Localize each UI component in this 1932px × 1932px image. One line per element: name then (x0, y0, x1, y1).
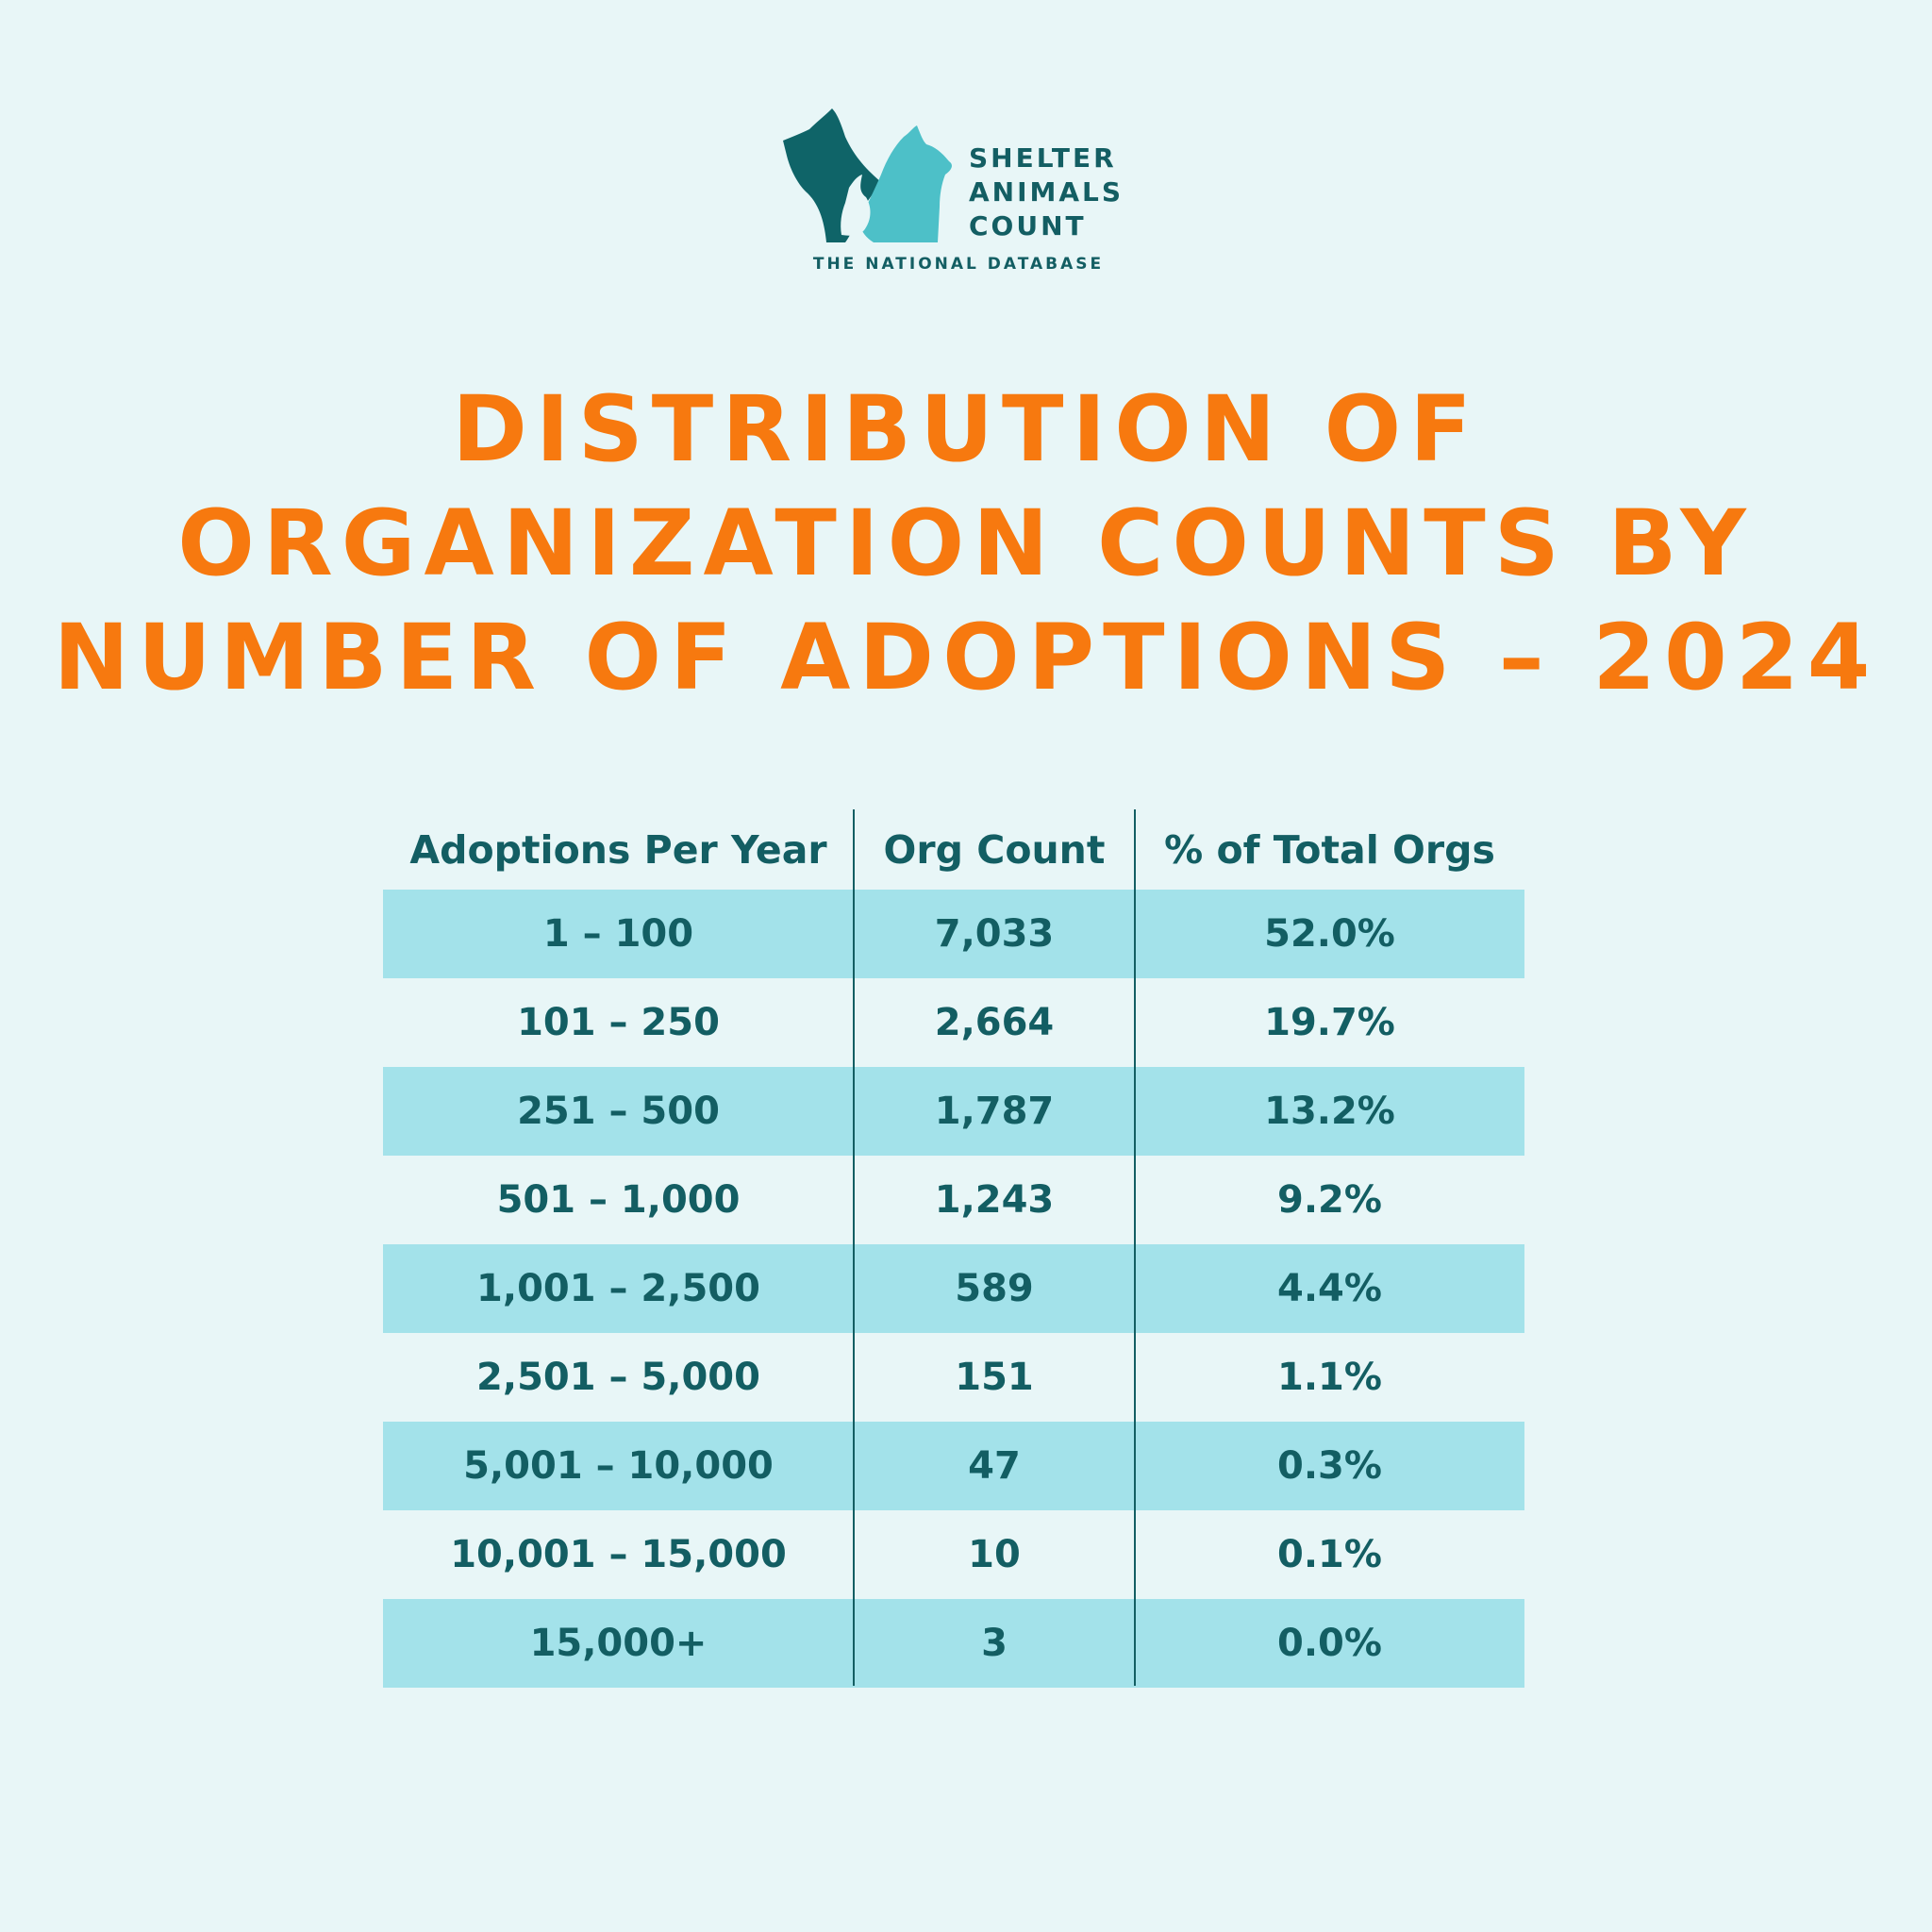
percent-cell: 52.0% (1264, 912, 1395, 956)
title-line-3: NUMBER OF ADOPTIONS – 2024 (53, 605, 1879, 710)
logo-wordmark: SHELTER ANIMALS COUNT (969, 142, 1124, 243)
column-divider (853, 809, 855, 1686)
range-cell: 1,001 – 2,500 (476, 1267, 760, 1310)
count-cell: 10 (968, 1533, 1021, 1576)
count-cell: 1,787 (934, 1090, 1055, 1133)
count-cell: 1,243 (934, 1178, 1055, 1222)
header-org-count: Org Count (883, 826, 1106, 873)
table-row: 501 – 1,000 1,243 9.2% (383, 1156, 1524, 1244)
range-cell: 2,501 – 5,000 (476, 1356, 760, 1399)
percent-cell: 9.2% (1277, 1178, 1382, 1222)
count-cell: 2,664 (934, 1001, 1055, 1044)
percent-cell: 0.3% (1277, 1444, 1382, 1488)
logo-animals-icon (783, 108, 952, 242)
table-row: 251 – 500 1,787 13.2% (383, 1067, 1524, 1156)
table-row: 10,001 – 15,000 10 0.1% (383, 1510, 1524, 1599)
range-cell: 101 – 250 (517, 1001, 720, 1044)
table-row: 5,001 – 10,000 47 0.3% (383, 1422, 1524, 1510)
table-row: 1 – 100 7,033 52.0% (383, 890, 1524, 978)
range-cell: 1 – 100 (542, 912, 694, 956)
range-cell: 251 – 500 (517, 1090, 720, 1133)
table-row: 1,001 – 2,500 589 4.4% (383, 1244, 1524, 1333)
table-header-row: Adoptions Per Year Org Count % of Total … (383, 809, 1524, 890)
logo-line-animals: ANIMALS (969, 176, 1124, 208)
count-cell: 3 (981, 1622, 1008, 1665)
page-title: DISTRIBUTION OF ORGANIZATION COUNTS BY N… (0, 373, 1932, 715)
table-row: 101 – 250 2,664 19.7% (383, 978, 1524, 1067)
logo-subtitle: THE NATIONAL DATABASE (812, 255, 1105, 274)
range-cell: 501 – 1,000 (496, 1178, 741, 1222)
range-cell: 5,001 – 10,000 (463, 1444, 774, 1488)
percent-cell: 0.0% (1277, 1622, 1382, 1665)
range-cell: 10,001 – 15,000 (450, 1533, 787, 1576)
table-row: 2,501 – 5,000 151 1.1% (383, 1333, 1524, 1422)
count-cell: 589 (955, 1267, 1034, 1310)
count-cell: 7,033 (934, 912, 1055, 956)
title-line-2: ORGANIZATION COUNTS BY (177, 491, 1755, 596)
logo-line-shelter: SHELTER (969, 142, 1117, 174)
logo-line-count: COUNT (969, 210, 1087, 242)
title-line-1: DISTRIBUTION OF (452, 376, 1480, 482)
percent-cell: 4.4% (1277, 1267, 1382, 1310)
range-cell: 15,000+ (529, 1622, 708, 1665)
percent-cell: 19.7% (1264, 1001, 1395, 1044)
percent-cell: 1.1% (1277, 1356, 1382, 1399)
percent-cell: 13.2% (1264, 1090, 1395, 1133)
distribution-table: Adoptions Per Year Org Count % of Total … (383, 809, 1524, 1688)
table-row: 15,000+ 3 0.0% (383, 1599, 1524, 1688)
header-percent-total: % of Total Orgs (1164, 826, 1495, 873)
count-cell: 47 (968, 1444, 1021, 1488)
percent-cell: 0.1% (1277, 1533, 1382, 1576)
header-adoptions-per-year: Adoptions Per Year (409, 826, 827, 873)
count-cell: 151 (955, 1356, 1034, 1399)
column-divider (1134, 809, 1136, 1686)
